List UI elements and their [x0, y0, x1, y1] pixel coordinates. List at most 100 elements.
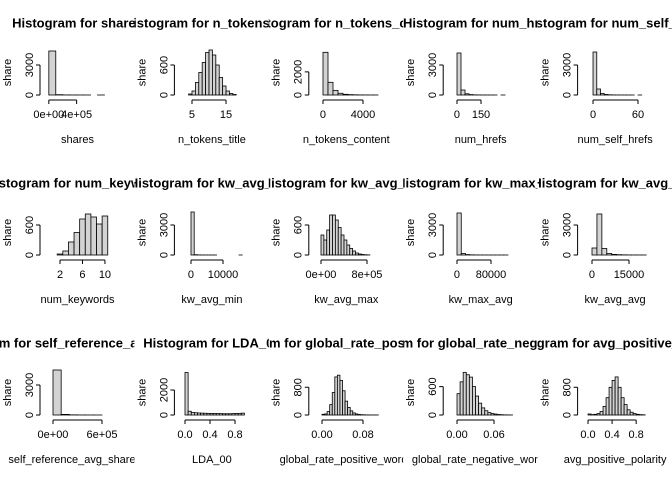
- x-tick-label: 2: [57, 269, 63, 281]
- y-axis-label: share: [540, 59, 552, 87]
- bar: [62, 250, 69, 256]
- bar: [484, 410, 489, 416]
- bar: [193, 412, 198, 416]
- bar: [635, 413, 640, 416]
- bar: [90, 216, 97, 256]
- x-tick-label: 0.00: [446, 429, 467, 441]
- x-tick-label: 0: [454, 109, 460, 121]
- bar: [629, 411, 634, 416]
- x-axis-label: LDA_00: [192, 454, 232, 466]
- bar: [601, 248, 608, 256]
- y-tick-label: 3000: [562, 53, 574, 77]
- x-axis-label: n_tokens_title: [178, 134, 246, 146]
- y-axis-label: share: [540, 219, 552, 247]
- panel: Histogram for kw_avg_max kw_avg_max share 0…: [262, 175, 432, 306]
- bar: [188, 93, 193, 96]
- bar: [218, 413, 223, 416]
- x-axis-label: kw_avg_max: [314, 294, 379, 306]
- bar: [593, 413, 598, 416]
- chart-title: Histogram for kw_avg_min: [129, 175, 295, 190]
- x-tick-label: 80000: [476, 269, 507, 281]
- bar: [459, 381, 464, 416]
- bar: [79, 218, 86, 256]
- y-tick-label: 0: [158, 92, 170, 98]
- bar: [337, 227, 342, 256]
- bar: [592, 51, 598, 96]
- y-tick-label: 0: [293, 252, 305, 258]
- bar: [355, 252, 359, 256]
- chart-title: Histogram for n_tokens_content: [246, 15, 447, 30]
- x-tick-label: 0e+00: [38, 429, 69, 441]
- bar: [481, 407, 486, 416]
- x-tick-label: 15: [220, 109, 232, 121]
- bar: [225, 413, 230, 416]
- bar: [198, 72, 203, 96]
- x-tick-label: 150: [472, 109, 490, 121]
- y-axis-label: share: [540, 379, 552, 407]
- bar: [357, 253, 362, 256]
- chart-title: Histogram for self_reference_avg_sharess: [0, 335, 209, 350]
- bar: [209, 413, 214, 416]
- bar: [632, 413, 637, 416]
- x-tick-label: 0.4: [202, 429, 217, 441]
- bar: [626, 409, 631, 416]
- panel: Histogram for global_rate_positive_words…: [216, 335, 476, 466]
- y-tick-label: 0: [427, 92, 439, 98]
- bar: [478, 402, 483, 416]
- bar: [602, 405, 607, 416]
- bar: [240, 412, 245, 416]
- bar: [326, 229, 331, 256]
- y-tick-label: 600: [24, 216, 36, 234]
- bar: [197, 412, 202, 416]
- y-axis-label: share: [271, 219, 283, 247]
- bar: [215, 413, 220, 416]
- bar: [229, 93, 234, 96]
- bar: [52, 369, 62, 416]
- bar: [228, 413, 233, 416]
- x-axis-label: kw_avg_min: [181, 294, 242, 306]
- bar: [194, 82, 200, 96]
- bar: [323, 239, 328, 256]
- x-tick-label: 8e+05: [352, 269, 383, 281]
- bar: [487, 412, 492, 416]
- x-axis-label: self_reference_avg_sharess: [8, 454, 147, 466]
- bar: [184, 372, 189, 416]
- bar: [73, 232, 81, 256]
- bar: [201, 62, 207, 96]
- y-tick-label: 3000: [562, 213, 574, 237]
- bar: [96, 223, 103, 256]
- bar: [48, 50, 57, 96]
- bar: [343, 239, 348, 256]
- bar: [606, 253, 613, 256]
- y-axis-label: share: [136, 219, 148, 247]
- bar: [84, 213, 92, 256]
- chart-title: Histogram for kw_avg_max: [262, 175, 432, 190]
- panel: Histogram for num_self_hrefs num_self_hre…: [538, 15, 672, 145]
- x-tick-label: 4000: [351, 109, 375, 121]
- panel: Histogram for num_hrefs num_hrefs share 0 15…: [403, 15, 537, 146]
- bar: [465, 374, 470, 416]
- chart-title: Histogram for global_rate_positive_words: [216, 335, 476, 350]
- x-tick-label: 5: [189, 109, 195, 121]
- y-tick-label: 3000: [427, 53, 439, 77]
- bar: [215, 64, 220, 96]
- x-axis-label: kw_max_avg: [449, 294, 513, 306]
- bar: [205, 52, 210, 96]
- chart-title: Histogram for global_rate_negative_words: [349, 335, 613, 350]
- x-tick-label: 0e+00: [33, 109, 64, 121]
- chart-title: Histogram for shares: [12, 15, 143, 30]
- bar: [596, 88, 601, 96]
- bar: [623, 404, 628, 416]
- panel: Histogram for kw_avg_min kw_avg_min share 0…: [129, 175, 295, 306]
- bar: [468, 376, 473, 416]
- x-tick-label: 10: [99, 269, 111, 281]
- y-axis-label: share: [405, 379, 417, 407]
- x-tick-label: 0.8: [629, 429, 644, 441]
- bar: [320, 234, 325, 256]
- chart-title: Histogram for kw_max_avg: [396, 175, 565, 190]
- x-axis-label: global_rate_positive_words: [280, 454, 414, 466]
- y-axis-label: share: [2, 219, 14, 247]
- bar: [60, 414, 70, 416]
- x-axis-label: num_hrefs: [455, 134, 507, 146]
